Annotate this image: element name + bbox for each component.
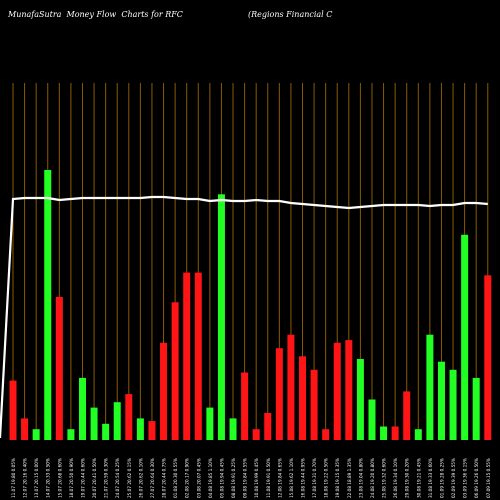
- bar: [9, 380, 17, 440]
- chart-title: MunafaSutra Money Flow Charts for RFC: [8, 10, 183, 19]
- x-tick-label: 09.08 19.84 0.55%: [243, 458, 248, 498]
- x-tick-label: 28.07 20.44 0.75%: [162, 458, 167, 498]
- bar: [252, 429, 260, 440]
- bar: [403, 391, 411, 440]
- price-line: [0, 195, 488, 439]
- x-tick-label: 15.08 19.62 1.10%: [289, 458, 294, 498]
- x-tick-label: 11.07 19.80 0.05%: [11, 458, 16, 498]
- bar: [426, 334, 434, 440]
- bar: [484, 275, 492, 440]
- bar: [44, 170, 52, 440]
- x-tick-label: 26.08 19.34 0.10%: [393, 458, 398, 498]
- x-tick-label: 24.07 20.54 0.25%: [115, 458, 120, 498]
- bar: [322, 429, 330, 440]
- bar: [299, 356, 306, 440]
- x-tick-label: 14.07 20.33 0.50%: [46, 458, 51, 498]
- x-tick-label: 18.07 20.50 0.90%: [69, 458, 74, 498]
- x-tick-label: 18.08 19.22 0.50%: [324, 458, 329, 498]
- x-tick-label: 21.07 20.59 0.30%: [104, 458, 109, 498]
- x-tick-label: 05.08 19.94 0.45%: [219, 458, 224, 498]
- bar: [183, 272, 191, 440]
- x-tick-label: 24.08 19.20 0.80%: [370, 458, 375, 498]
- x-tick-label: 03.08 20.07 0.45%: [196, 458, 201, 498]
- x-tick-label: 11.08 19.91 0.50%: [266, 458, 271, 498]
- x-tick-label: 02.09 19.39 0.55%: [451, 458, 456, 498]
- bar: [217, 194, 225, 440]
- bar: [287, 334, 295, 440]
- bar: [356, 359, 364, 440]
- x-tick-label: 30.08 19.21 0.45%: [416, 458, 421, 498]
- bar: [380, 426, 388, 440]
- x-tick-label: 15.07 20.68 0.60%: [57, 458, 62, 498]
- x-tick-label: 04.08 19.85 1.10%: [208, 458, 213, 498]
- bar: [229, 418, 237, 440]
- bar: [78, 377, 86, 440]
- x-tick-label: 26.07 20.62 0.10%: [138, 458, 143, 498]
- x-tick-label: 01.09 19.28 0.25%: [439, 458, 444, 498]
- bar: [472, 377, 480, 440]
- bar: [264, 413, 272, 440]
- x-tick-label: 27.07 20.64 0.30%: [150, 458, 155, 498]
- bar: [391, 426, 399, 440]
- x-tick-label: 19.07 20.44 0.60%: [80, 458, 85, 498]
- x-tick-label: 08.08 19.91 0.25%: [231, 458, 236, 498]
- bar: [461, 234, 469, 440]
- x-tick-label: 17.08 19.31 0.70%: [312, 458, 317, 498]
- x-tick-label: 22.08 18.89 1.35%: [347, 458, 352, 498]
- bar: [136, 418, 144, 440]
- bar: [206, 407, 214, 440]
- x-tick-label: 31.08 19.33 0.60%: [428, 458, 433, 498]
- chart-subtitle: (Regions Financial C: [248, 10, 333, 19]
- bar: [32, 429, 40, 440]
- bar: [449, 369, 457, 440]
- bar: [67, 429, 75, 440]
- bar: [345, 340, 353, 440]
- x-tick-label: 25.07 20.62 0.15%: [127, 458, 132, 498]
- x-tick-label: 01.08 20.30 0.55%: [173, 458, 178, 498]
- bar: [275, 348, 283, 440]
- bar: [148, 421, 156, 440]
- x-tick-label: 10.08 19.99 0.45%: [254, 458, 259, 498]
- x-tick-label: 07.09 19.15 0.55%: [486, 458, 491, 498]
- x-tick-label: 06.09 19.26 0.50%: [474, 458, 479, 498]
- x-tick-label: 16.08 19.44 0.95%: [301, 458, 306, 498]
- x-tick-label: 19.08 19.15 0.35%: [335, 458, 340, 498]
- bar: [90, 407, 98, 440]
- x-tick-label: 13.07 20.15 0.00%: [34, 458, 39, 498]
- bar: [414, 429, 422, 440]
- bar: [171, 302, 179, 440]
- bar: [437, 361, 445, 440]
- x-tick-label: 12.07 20.16 0.40%: [23, 458, 28, 498]
- x-tick-label: 23.08 19.04 0.80%: [358, 458, 363, 498]
- bar: [194, 272, 202, 440]
- x-tick-label: 25.08 19.32 0.60%: [382, 458, 387, 498]
- bar: [310, 369, 318, 440]
- bar: [241, 372, 249, 440]
- bar: [113, 402, 121, 440]
- x-tick-label: 12.08 19.84 0.65%: [277, 458, 282, 498]
- x-tick-label: 20.07 20.41 0.50%: [92, 458, 97, 498]
- x-tick-label: 03.09 19.36 0.15%: [463, 458, 468, 498]
- x-tick-label: 29.08 19.30 0.20%: [405, 458, 410, 498]
- bar: [21, 418, 29, 440]
- bar: [333, 342, 341, 440]
- bar: [160, 342, 168, 440]
- bar: [55, 296, 63, 440]
- bar: [368, 399, 376, 440]
- bar: [102, 423, 110, 440]
- x-tick-label: 02.08 20.17 0.90%: [185, 458, 190, 498]
- bar: [125, 394, 133, 440]
